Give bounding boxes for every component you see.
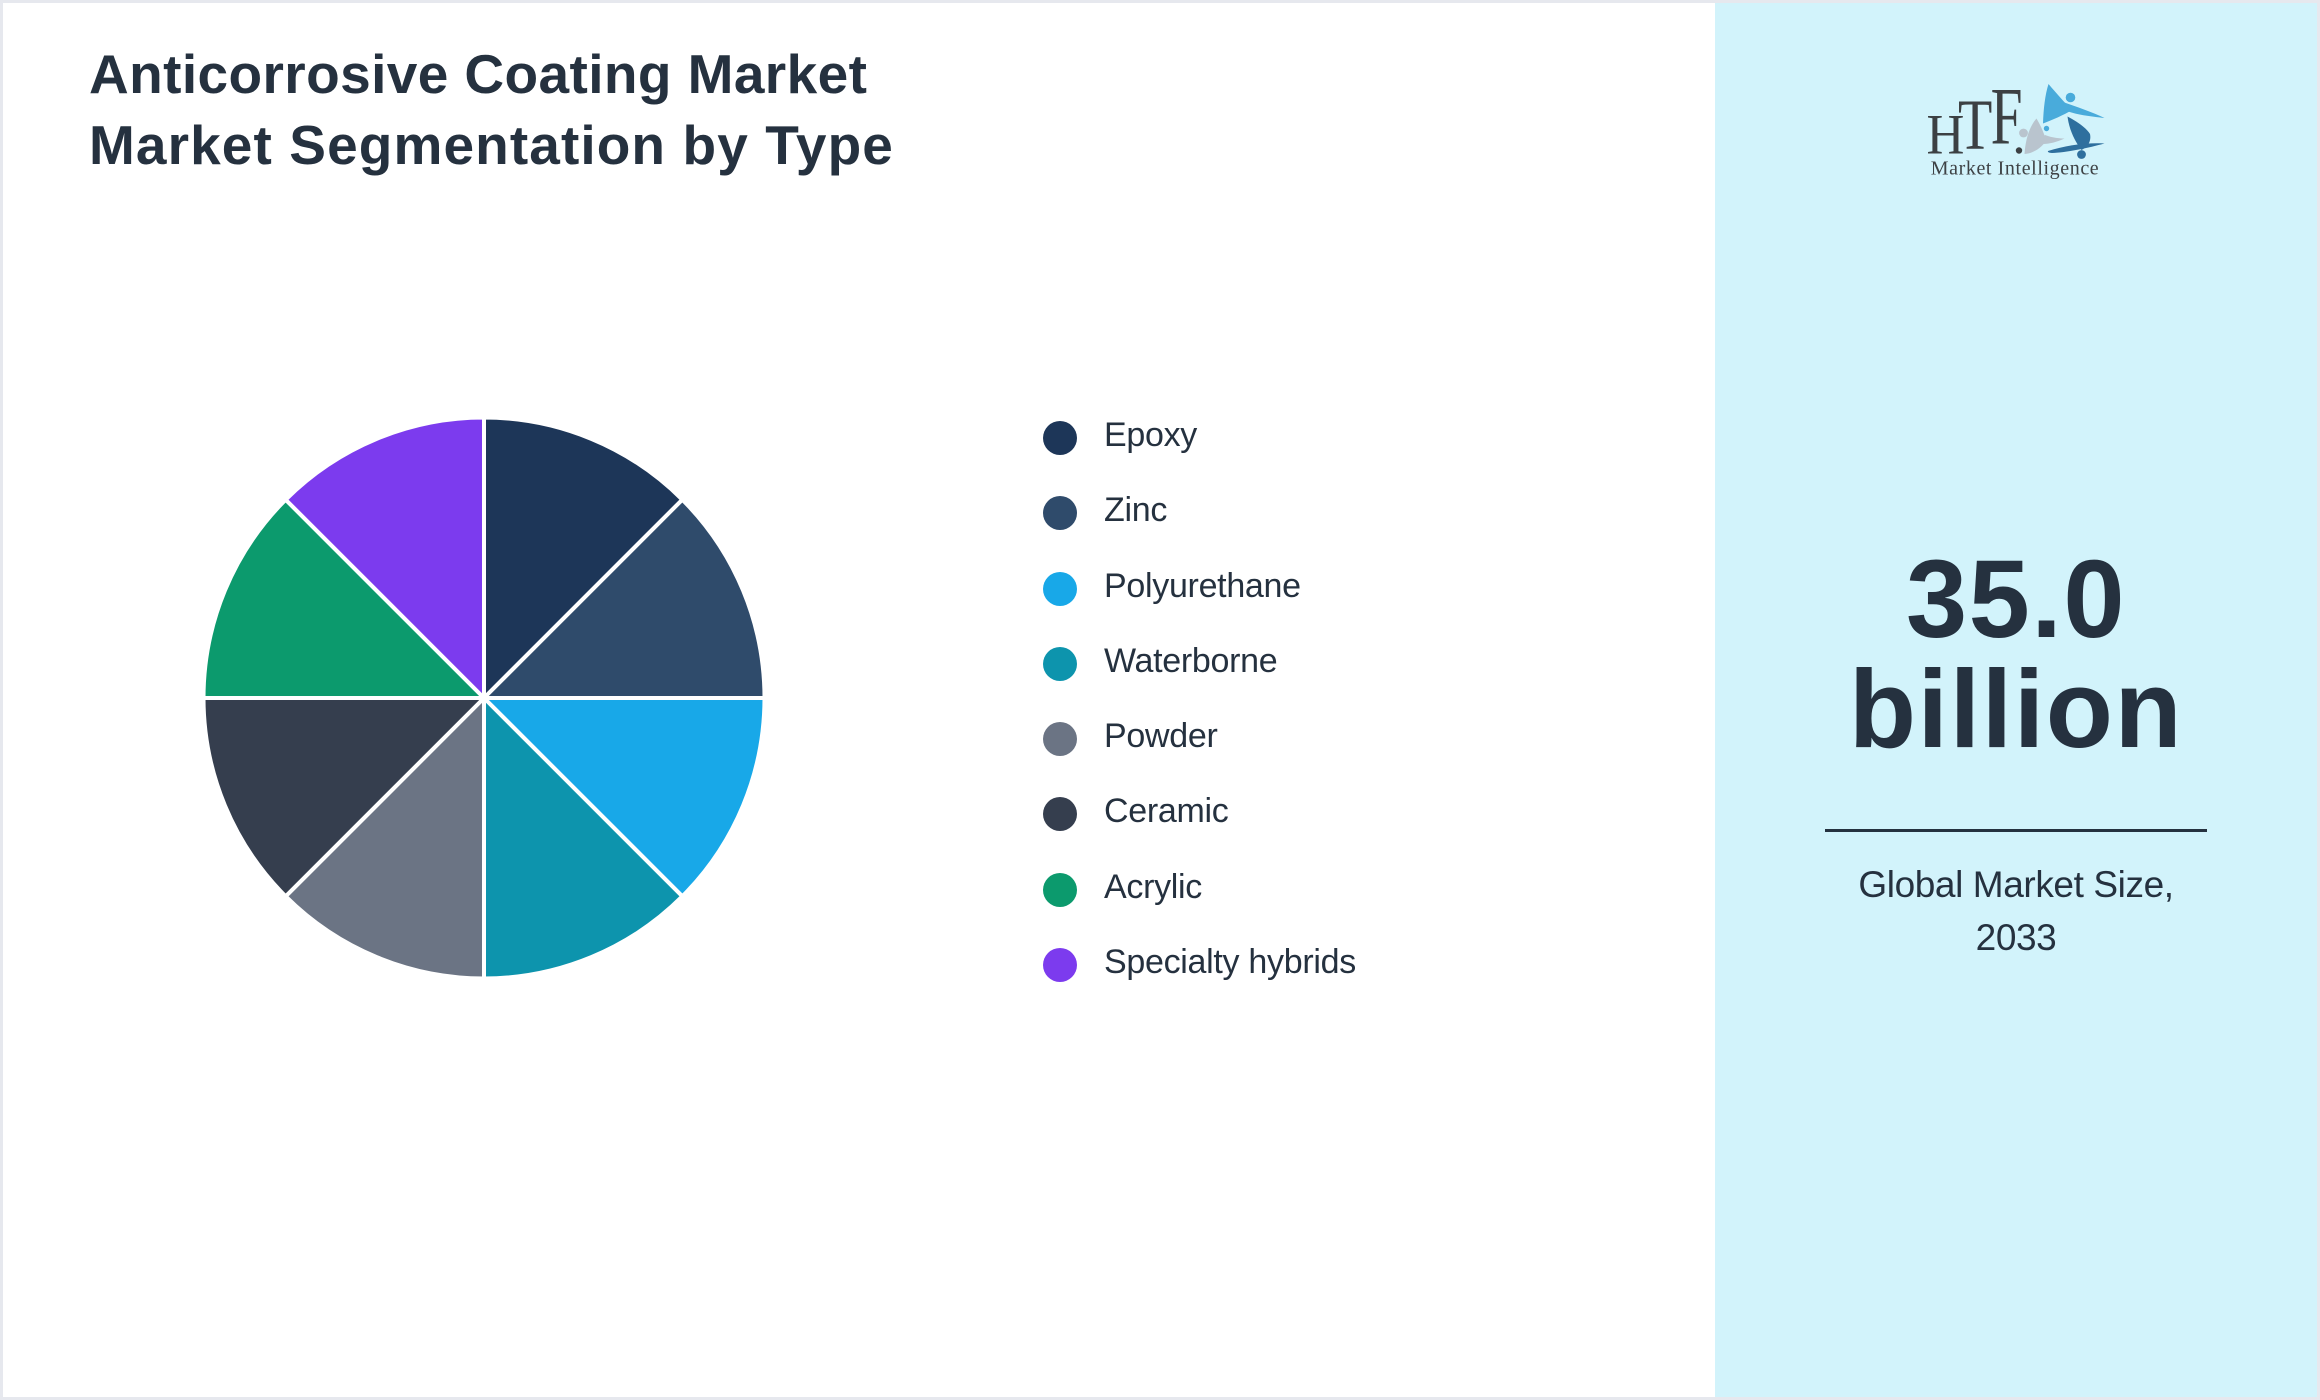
svg-text:Market Intelligence: Market Intelligence: [1931, 158, 2100, 180]
svg-text:T: T: [1958, 84, 1992, 164]
svg-text:H: H: [1927, 103, 1965, 166]
